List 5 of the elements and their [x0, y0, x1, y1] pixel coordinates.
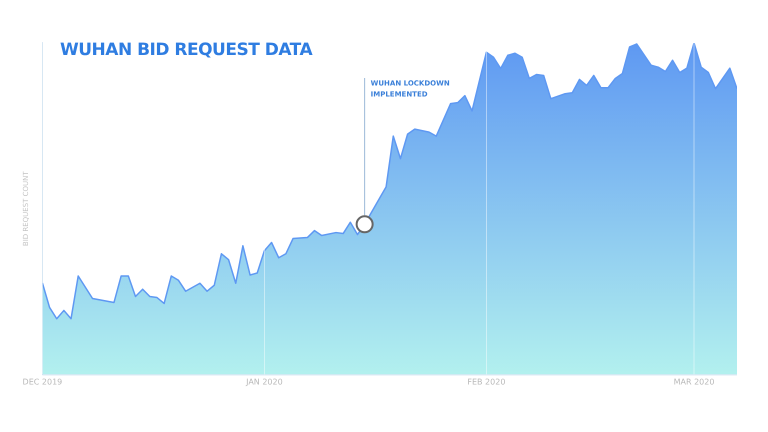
x-tick-label: FEB 2020 — [467, 377, 506, 386]
x-tick-label: DEC 2019 — [22, 377, 62, 386]
chart-title: WUHAN BID REQUEST DATA — [60, 40, 312, 60]
x-tick-label: MAR 2020 — [674, 377, 714, 386]
x-tick-label: JAN 2020 — [245, 377, 283, 386]
